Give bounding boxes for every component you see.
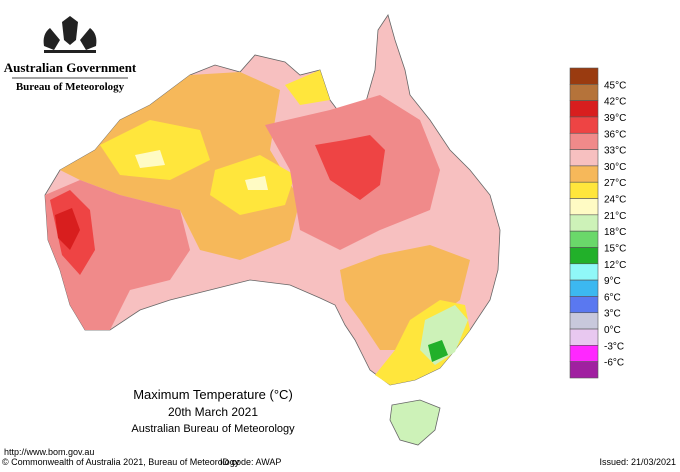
legend-label: 42°C (604, 97, 626, 108)
australia-map (44, 14, 501, 446)
legend-label: 18°C (604, 227, 626, 238)
legend-label: 24°C (604, 195, 626, 206)
legend-label: 36°C (604, 129, 626, 140)
map-source: Australian Bureau of Meteorology (131, 423, 295, 435)
legend-swatch (569, 214, 599, 232)
legend-swatch (569, 296, 599, 314)
legend-swatch (569, 165, 599, 183)
legend-swatch (569, 312, 599, 330)
legend-label: 6°C (604, 292, 621, 303)
legend-label: 21°C (604, 211, 626, 222)
legend-swatch (569, 263, 599, 281)
legend-swatch (569, 328, 599, 346)
legend-swatch (569, 84, 599, 101)
gov-title: Australian Government (4, 60, 137, 75)
legend-label: 15°C (604, 243, 626, 254)
legend-swatch (569, 149, 599, 167)
legend-swatch (569, 230, 599, 248)
footer-id: ID code: AWAP (220, 457, 281, 467)
legend-swatch (569, 198, 599, 216)
legend-label: 27°C (604, 178, 626, 189)
legend-label: 12°C (604, 260, 626, 271)
legend-swatch (569, 279, 599, 297)
footer-url: http://www.bom.gov.au (4, 447, 94, 457)
footer-issued: Issued: 21/03/2021 (599, 457, 676, 467)
legend-label: 3°C (604, 309, 621, 320)
legend-swatch (569, 345, 599, 362)
legend-label: -6°C (604, 358, 624, 369)
legend-label: 9°C (604, 276, 621, 287)
crest (43, 16, 97, 53)
legend-swatch (569, 116, 599, 134)
legend-label: 30°C (604, 162, 626, 173)
legend-swatch (569, 181, 599, 199)
legend-label: 39°C (604, 113, 626, 124)
legend: 45°C 42°C 39°C 36°C 33°C 30°C 27°C 24°C 21°C 18°C… (569, 67, 626, 379)
legend-swatch (569, 247, 599, 265)
legend-label: 33°C (604, 146, 626, 157)
map-title: Maximum Temperature (°C) (133, 387, 293, 402)
footer-copyright: © Commonwealth of Australia 2021, Bureau… (2, 457, 240, 467)
bureau-title: Bureau of Meteorology (16, 81, 125, 93)
legend-swatch (569, 361, 599, 379)
legend-swatch (569, 67, 599, 85)
legend-label: -3°C (604, 341, 624, 352)
legend-swatch (569, 100, 599, 118)
legend-label: 0°C (604, 325, 621, 336)
legend-swatch (569, 132, 599, 150)
legend-label: 45°C (604, 80, 626, 91)
map-date: 20th March 2021 (168, 405, 258, 419)
